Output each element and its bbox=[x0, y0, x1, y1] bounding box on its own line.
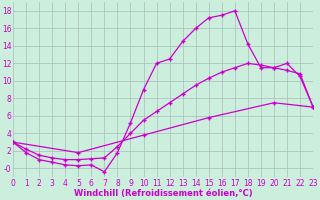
X-axis label: Windchill (Refroidissement éolien,°C): Windchill (Refroidissement éolien,°C) bbox=[74, 189, 252, 198]
